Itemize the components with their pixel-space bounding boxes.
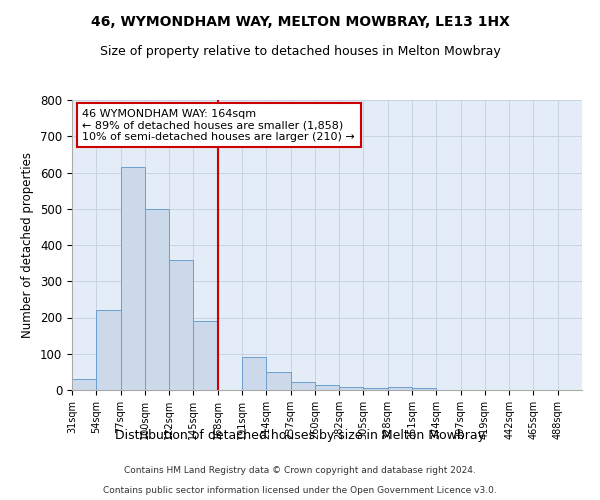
Text: Size of property relative to detached houses in Melton Mowbray: Size of property relative to detached ho…	[100, 45, 500, 58]
Y-axis label: Number of detached properties: Number of detached properties	[22, 152, 34, 338]
Text: 46, WYMONDHAM WAY, MELTON MOWBRAY, LE13 1HX: 46, WYMONDHAM WAY, MELTON MOWBRAY, LE13 …	[91, 15, 509, 29]
Bar	[72, 379, 96, 390]
Text: Contains HM Land Registry data © Crown copyright and database right 2024.: Contains HM Land Registry data © Crown c…	[124, 466, 476, 475]
Bar	[242, 358, 266, 390]
Bar	[266, 372, 290, 390]
Text: Distribution of detached houses by size in Melton Mowbray: Distribution of detached houses by size …	[115, 428, 485, 442]
Bar	[388, 387, 412, 390]
Bar	[193, 321, 218, 390]
Bar	[364, 388, 388, 390]
Bar	[96, 310, 121, 390]
Bar	[290, 382, 315, 390]
Bar	[121, 167, 145, 390]
Bar	[315, 385, 339, 390]
Bar	[169, 260, 193, 390]
Bar	[339, 388, 364, 390]
Bar	[145, 209, 169, 390]
Text: Contains public sector information licensed under the Open Government Licence v3: Contains public sector information licen…	[103, 486, 497, 495]
Bar	[412, 388, 436, 390]
Text: 46 WYMONDHAM WAY: 164sqm
← 89% of detached houses are smaller (1,858)
10% of sem: 46 WYMONDHAM WAY: 164sqm ← 89% of detach…	[82, 108, 355, 142]
